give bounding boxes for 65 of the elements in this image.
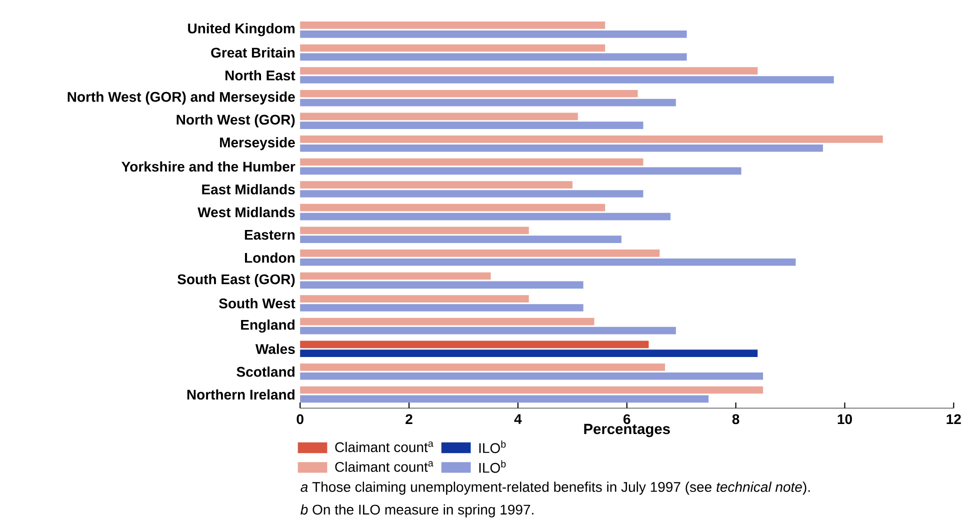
bar — [300, 190, 644, 198]
bar — [300, 167, 742, 175]
bar — [300, 67, 758, 74]
bar — [300, 212, 670, 220]
y-tick-label: Wales — [255, 344, 295, 354]
y-tick-label: Northern Ireland — [187, 389, 294, 400]
legend-label: ILO$^{b}$ — [479, 440, 506, 453]
x-tick-label: 10 — [838, 414, 852, 424]
y-tick-label: West Midlands — [198, 206, 295, 218]
x-axis-title: Percentages — [584, 424, 670, 438]
bar — [300, 181, 572, 188]
bar — [300, 249, 660, 257]
bar — [300, 226, 529, 234]
bar — [300, 318, 594, 326]
y-tick-label: Merseyside — [220, 137, 295, 150]
bar — [300, 258, 796, 266]
bar — [300, 98, 676, 106]
y-tick-label: North East — [226, 70, 296, 80]
x-tick-label: 12 — [946, 414, 961, 424]
x-tick-label: 4 — [514, 414, 522, 424]
y-tick-label: North West (GOR) — [176, 114, 295, 128]
bar — [300, 326, 676, 334]
bar — [300, 44, 606, 52]
bar — [300, 236, 622, 243]
y-tick-label: Yorkshire and the Humber — [122, 161, 296, 172]
bar — [300, 112, 578, 120]
bar — [300, 76, 834, 84]
y-tick-label: Eastern — [244, 230, 294, 240]
x-tick-label: 2 — [406, 414, 412, 424]
text: b On the ILO measure in spring 1997. — [300, 504, 534, 518]
bar — [300, 304, 584, 312]
bar — [300, 363, 666, 371]
bar — [300, 350, 758, 357]
y-tick-label: South East (GOR) — [178, 274, 295, 287]
bar — [300, 53, 687, 61]
bar — [300, 386, 764, 394]
bar — [300, 281, 584, 289]
y-tick-label: Great Britain — [211, 47, 294, 58]
bar — [300, 135, 883, 143]
legend-label: Claimant count$^{a}$ — [335, 441, 434, 452]
y-tick-label: England — [241, 319, 294, 333]
legend-label: Claimant count$^{a}$ — [335, 461, 434, 472]
legend-label: ILO$^{b}$ — [479, 460, 506, 473]
bar — [300, 295, 529, 302]
y-tick-label: United Kingdom — [188, 23, 294, 36]
bar — [300, 340, 649, 348]
x-tick-label: 8 — [732, 414, 740, 424]
y-tick-label: North West (GOR) and Merseyside — [68, 91, 295, 105]
x-tick-label: 0 — [296, 414, 304, 424]
bar — [300, 158, 644, 166]
y-tick-label: East Midlands — [202, 184, 295, 194]
bar — [300, 204, 606, 212]
y-tick-label: South West — [219, 298, 296, 308]
bar — [300, 144, 823, 152]
bar — [300, 395, 709, 403]
y-tick-label: London — [245, 252, 295, 263]
bar — [300, 30, 687, 38]
bar — [300, 272, 491, 280]
y-tick-label: Scotland — [236, 366, 294, 377]
bar — [300, 90, 638, 98]
text: a Those claiming unemployment-related benefits in July 1997 (see technical note). — [300, 482, 810, 495]
x-tick-label: 6 — [623, 414, 630, 424]
bar — [300, 21, 606, 29]
bar — [300, 122, 644, 129]
bar — [300, 372, 764, 380]
